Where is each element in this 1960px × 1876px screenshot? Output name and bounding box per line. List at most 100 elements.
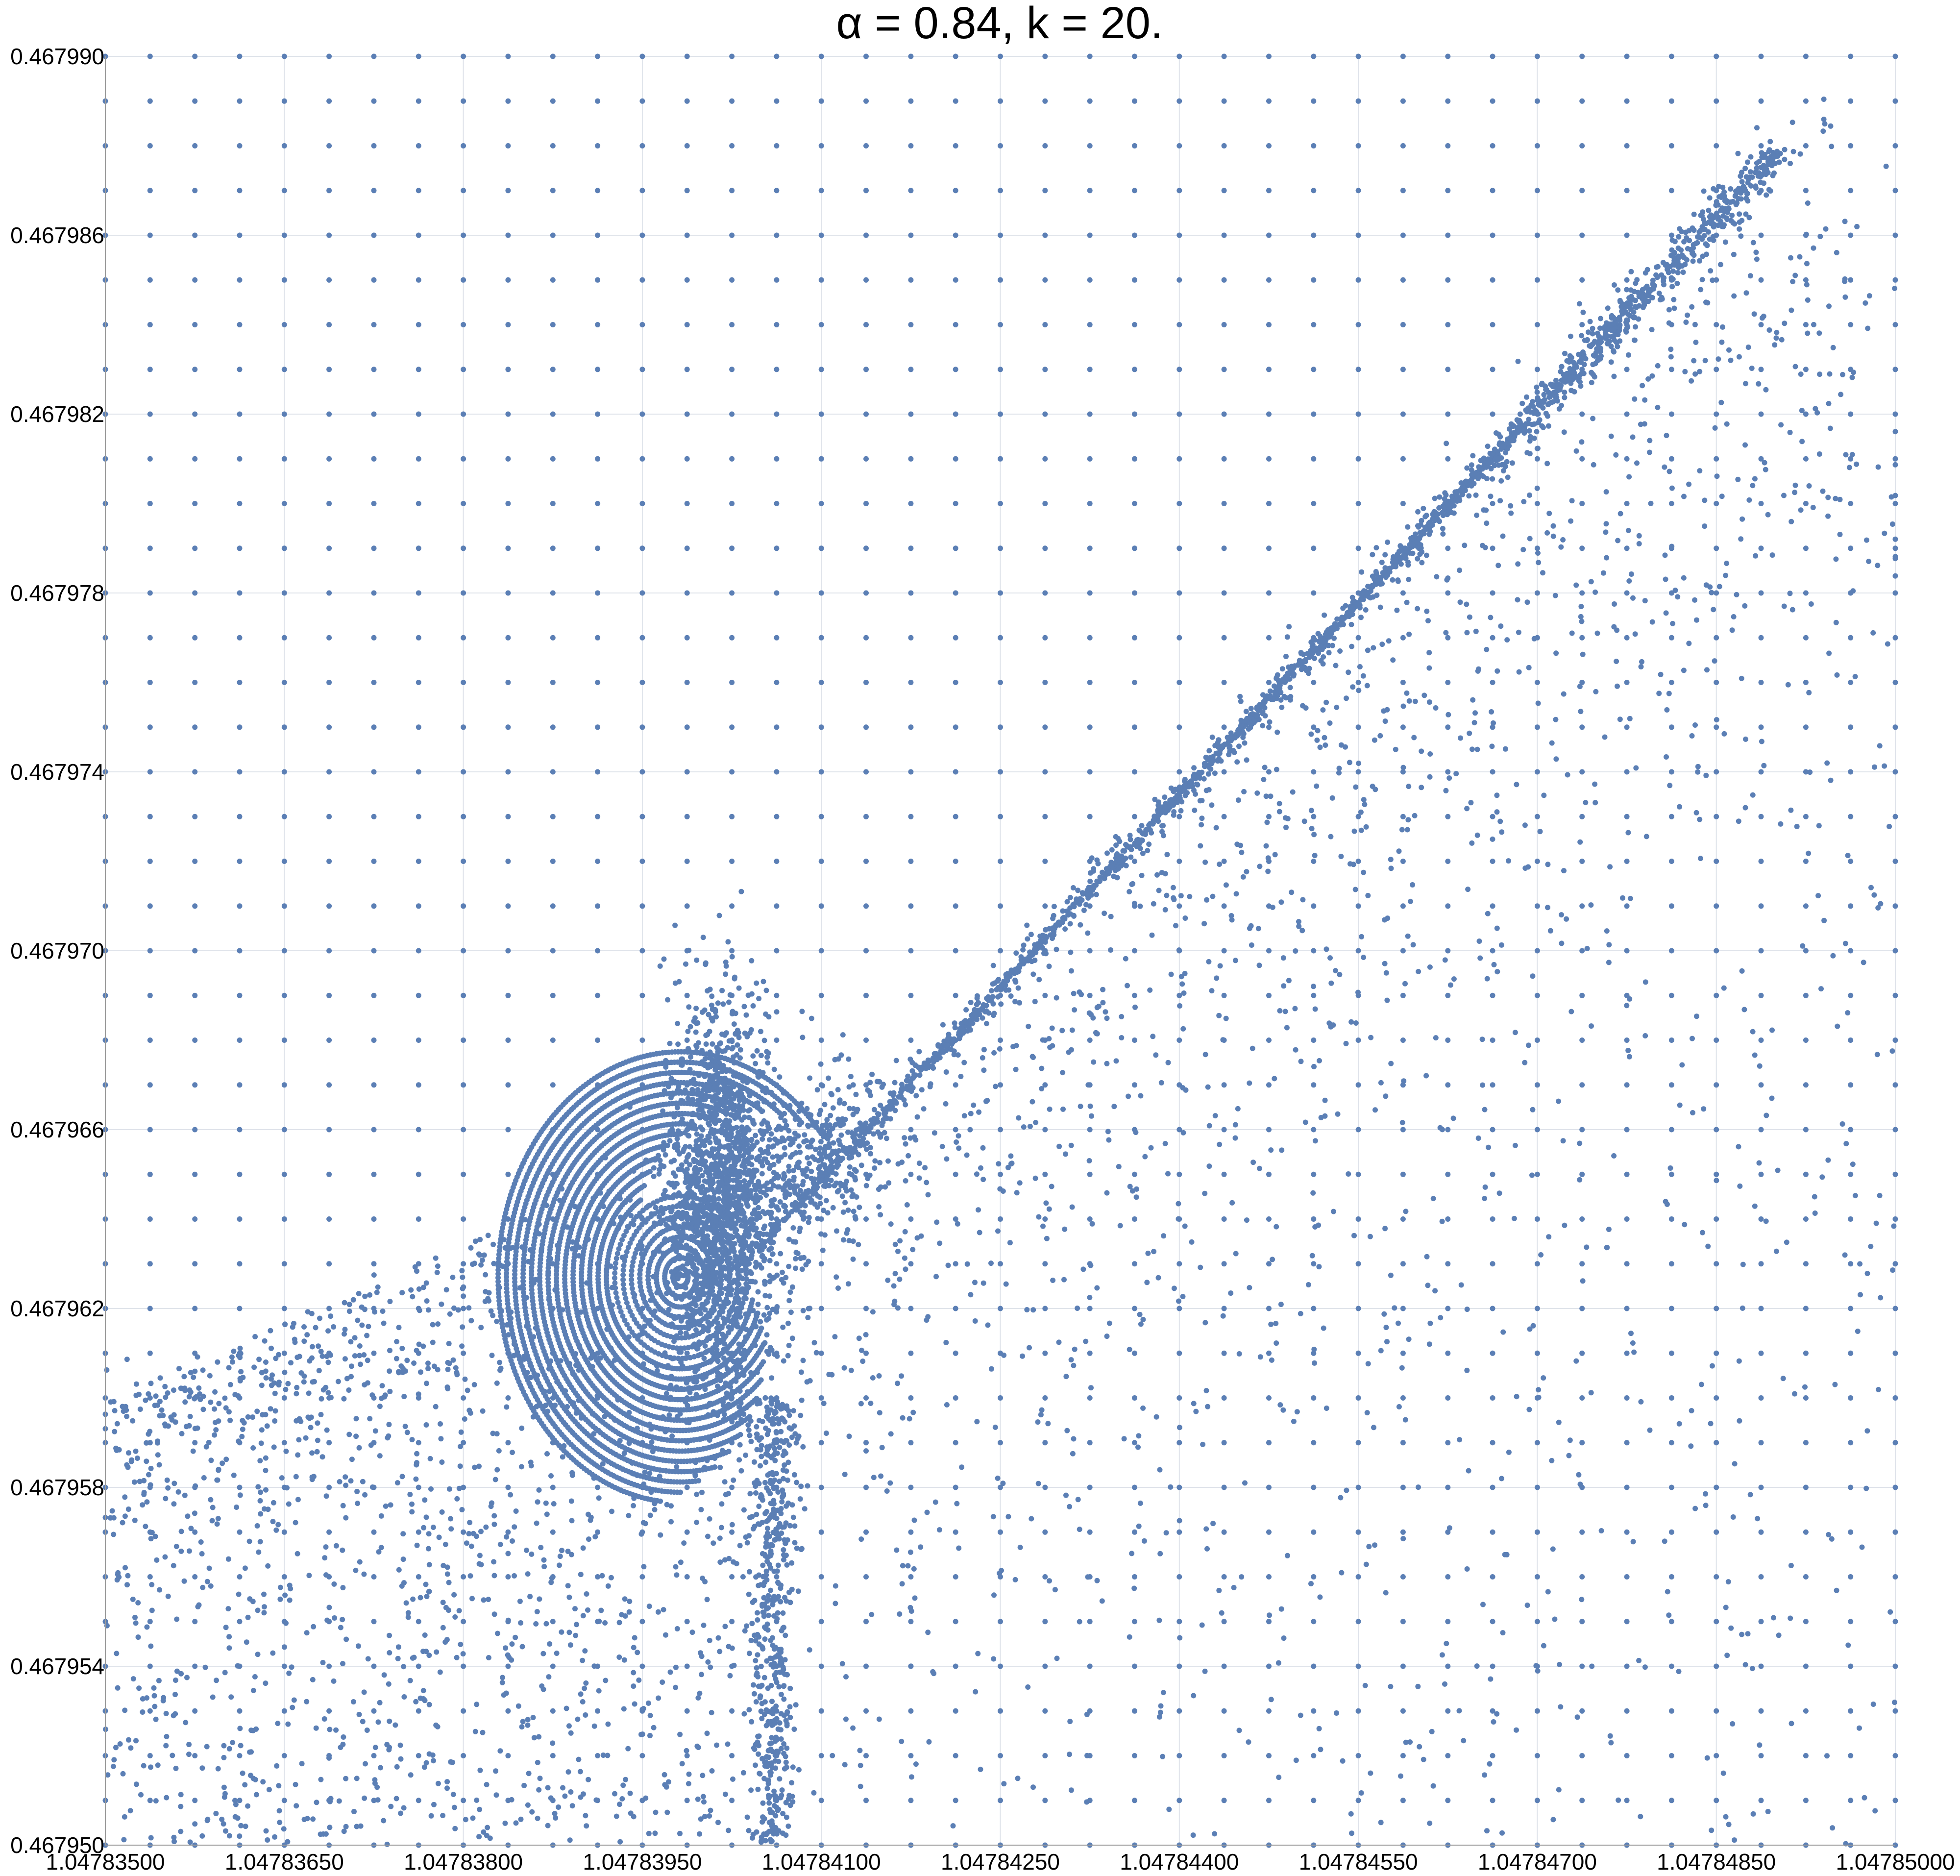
lattice-point — [1624, 1753, 1630, 1758]
data-point — [891, 1090, 897, 1096]
data-point — [1782, 321, 1788, 326]
lattice-point — [1892, 859, 1898, 864]
lattice-point — [1221, 232, 1227, 238]
lattice-point — [1311, 1753, 1317, 1758]
data-point — [1194, 781, 1200, 787]
lattice-point — [1490, 590, 1495, 596]
lattice-point — [953, 724, 958, 730]
data-point — [1197, 798, 1203, 804]
lattice-point — [1848, 1082, 1854, 1088]
lattice-point — [1176, 992, 1182, 998]
lattice-point — [1400, 635, 1406, 641]
lattice-point — [1087, 277, 1093, 283]
data-point — [1753, 183, 1759, 189]
data-point — [1087, 878, 1093, 884]
lattice-point — [1668, 1619, 1674, 1625]
data-point — [777, 1074, 783, 1080]
lattice-point — [1892, 992, 1898, 998]
data-point — [1037, 933, 1043, 939]
lattice-point — [550, 635, 556, 641]
data-point — [1562, 350, 1568, 356]
data-point — [1464, 601, 1470, 607]
data-point — [1406, 698, 1412, 704]
data-point — [1165, 1060, 1171, 1065]
lattice-point — [1266, 1127, 1272, 1133]
data-point — [1609, 334, 1615, 340]
lattice-point — [1848, 188, 1854, 194]
data-point — [1485, 444, 1491, 449]
data-point — [829, 1372, 835, 1378]
data-point — [1578, 359, 1584, 365]
lattice-point — [1758, 1574, 1764, 1580]
lattice-point — [818, 1708, 824, 1714]
lattice-point — [1221, 1753, 1227, 1758]
lattice-point — [1221, 769, 1227, 775]
lattice-point — [818, 1619, 824, 1625]
data-point — [1013, 950, 1019, 956]
lattice-point — [550, 814, 556, 819]
lattice-point — [1087, 1619, 1093, 1625]
lattice-point — [1579, 814, 1585, 819]
lattice-point — [1132, 992, 1137, 998]
data-point — [1318, 643, 1323, 649]
lattice-point — [953, 903, 958, 909]
data-point — [974, 1171, 980, 1177]
data-point — [934, 1057, 940, 1062]
lattice-point — [192, 1619, 198, 1625]
data-point — [1781, 603, 1787, 609]
lattice-point — [729, 188, 735, 194]
data-point — [1545, 905, 1550, 911]
data-point — [830, 1169, 835, 1175]
data-point — [1539, 423, 1545, 429]
lattice-point — [1848, 322, 1854, 327]
data-point — [1469, 462, 1474, 468]
data-point — [1374, 592, 1380, 598]
lattice-point — [998, 948, 1003, 954]
lattice-point — [237, 1708, 243, 1714]
data-point — [1334, 704, 1340, 710]
lattice-point — [639, 367, 645, 372]
lattice-point — [998, 53, 1003, 59]
lattice-point — [998, 680, 1003, 685]
data-point — [1771, 170, 1777, 176]
lattice-point — [1266, 769, 1272, 775]
lattice-point — [1400, 814, 1406, 819]
data-point — [1370, 552, 1375, 558]
lattice-point — [1758, 501, 1764, 506]
lattice-point — [908, 992, 914, 998]
lattice-point — [1400, 903, 1406, 909]
lattice-point — [1624, 1350, 1630, 1356]
lattice-point — [863, 501, 869, 506]
lattice-point — [461, 1574, 466, 1580]
data-point — [1661, 275, 1667, 281]
lattice-point — [953, 411, 958, 417]
lattice-point — [818, 188, 824, 194]
lattice-point — [1714, 859, 1719, 864]
data-point — [1544, 461, 1550, 467]
lattice-point — [1311, 1798, 1317, 1803]
lattice-point — [1221, 590, 1227, 596]
data-point — [675, 1041, 681, 1047]
lattice-point — [1579, 1082, 1585, 1088]
lattice-point — [1266, 1619, 1272, 1625]
lattice-point — [1490, 948, 1495, 954]
lattice-point — [416, 1395, 421, 1401]
lattice-point — [1042, 724, 1048, 730]
data-point — [992, 1424, 998, 1430]
lattice-point — [326, 1306, 332, 1311]
lattice-point — [1221, 992, 1227, 998]
lattice-point — [147, 1619, 153, 1625]
data-point — [1467, 614, 1472, 620]
lattice-point — [1579, 680, 1585, 685]
lattice-point — [863, 680, 869, 685]
lattice-point — [1803, 1440, 1809, 1446]
lattice-point — [1848, 1395, 1854, 1401]
data-point — [1220, 743, 1226, 748]
data-point — [1256, 963, 1262, 968]
data-point — [1237, 693, 1243, 699]
lattice-point — [818, 232, 824, 238]
lattice-point — [1400, 948, 1406, 954]
lattice-point — [1311, 322, 1317, 327]
lattice-point — [1176, 367, 1182, 372]
data-point — [1728, 357, 1734, 363]
